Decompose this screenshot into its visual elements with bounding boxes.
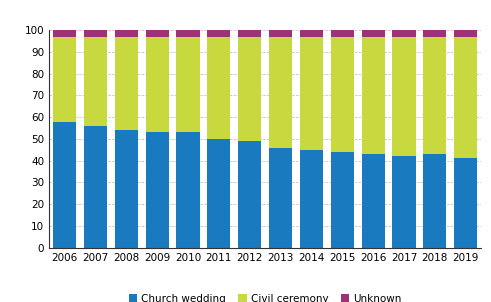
Bar	[423, 154, 446, 248]
Bar	[269, 37, 292, 148]
Bar	[115, 130, 138, 248]
Bar	[84, 126, 107, 248]
Bar	[361, 37, 385, 154]
Bar	[176, 37, 199, 132]
Bar	[331, 152, 354, 248]
Bar	[84, 30, 107, 37]
Bar	[176, 132, 199, 248]
Bar	[392, 156, 415, 248]
Bar	[176, 30, 199, 37]
Bar	[454, 30, 477, 37]
Bar	[331, 30, 354, 37]
Bar	[207, 37, 230, 139]
Bar	[269, 148, 292, 248]
Bar	[145, 30, 169, 37]
Bar	[238, 141, 261, 248]
Bar	[238, 30, 261, 37]
Bar	[392, 37, 415, 156]
Bar	[84, 37, 107, 126]
Bar	[361, 30, 385, 37]
Legend: Church wedding, Civil ceremony, Unknown: Church wedding, Civil ceremony, Unknown	[124, 290, 406, 302]
Bar	[454, 37, 477, 159]
Bar	[115, 37, 138, 130]
Bar	[238, 37, 261, 141]
Bar	[423, 37, 446, 154]
Bar	[392, 30, 415, 37]
Bar	[145, 37, 169, 132]
Bar	[207, 30, 230, 37]
Bar	[300, 37, 323, 150]
Bar	[454, 159, 477, 248]
Bar	[269, 30, 292, 37]
Bar	[115, 30, 138, 37]
Bar	[300, 150, 323, 248]
Bar	[423, 30, 446, 37]
Bar	[207, 139, 230, 248]
Bar	[300, 30, 323, 37]
Bar	[145, 132, 169, 248]
Bar	[53, 121, 76, 248]
Bar	[361, 154, 385, 248]
Bar	[53, 30, 76, 37]
Bar	[331, 37, 354, 152]
Bar	[53, 37, 76, 121]
